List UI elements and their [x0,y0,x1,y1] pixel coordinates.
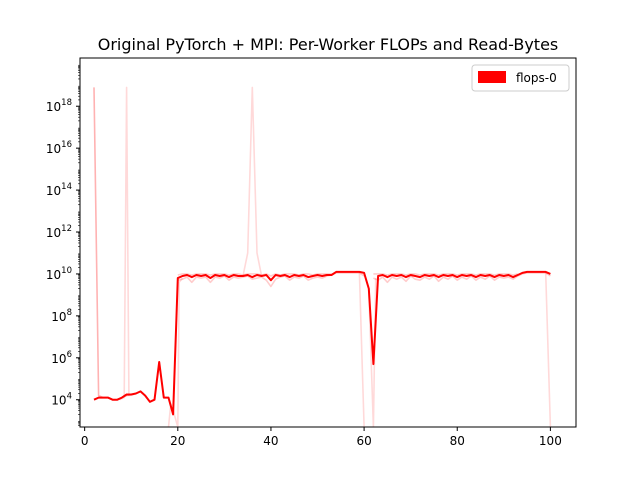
y-tick-label: 1012 [46,224,72,240]
series-line-worker-11 [544,272,552,427]
y-tick-label: 1016 [46,140,72,156]
series-line-worker-5 [177,273,332,277]
x-tick-label: 20 [170,434,185,448]
y-axis: 104 106 108 1010 1012 1014 1016 1018 [46,64,80,426]
x-tick-label: 40 [263,434,278,448]
series-line-worker-10 [373,273,518,276]
series-line-flops-0 [93,270,551,416]
series-line-worker-6 [242,86,263,277]
y-tick-label: 1018 [46,98,72,114]
legend: flops-0 [471,64,570,92]
series-layer [93,86,552,427]
x-axis: 0 20 40 60 80 100 [81,427,562,448]
x-tick-label: 60 [356,434,371,448]
y-tick-label: 1010 [46,266,72,282]
chart-title: Original PyTorch + MPI: Per-Worker FLOPs… [98,35,559,54]
x-tick-label: 80 [450,434,465,448]
y-tick-label: 1014 [46,182,72,198]
y-tick-label: 104 [51,392,72,408]
legend-swatch-flops-0 [478,71,506,83]
plot-frame [79,57,577,428]
x-tick-label: 0 [81,434,89,448]
y-tick-label: 106 [51,350,72,366]
y-tick-label: 108 [51,308,72,324]
series-line-worker-7 [358,272,365,427]
legend-label-flops-0: flops-0 [516,71,557,85]
x-tick-label: 100 [539,434,562,448]
